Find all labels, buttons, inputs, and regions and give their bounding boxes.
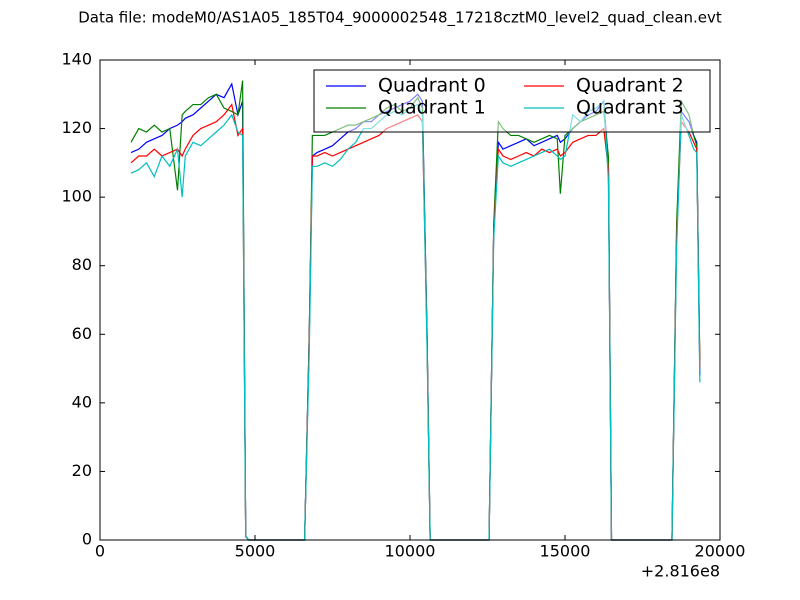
y-tick-label: 40 bbox=[72, 392, 92, 411]
y-tick-label: 80 bbox=[72, 255, 92, 274]
series-line bbox=[130, 103, 701, 541]
x-tick-label: 0 bbox=[95, 542, 105, 561]
legend-label: Quadrant 0 bbox=[378, 75, 486, 97]
legend-label: Quadrant 1 bbox=[378, 97, 486, 119]
y-tick-label: 140 bbox=[61, 50, 92, 69]
legend-box bbox=[313, 69, 711, 133]
y-tick-label: 60 bbox=[72, 324, 92, 343]
x-tick-label: 15000 bbox=[540, 542, 591, 561]
y-tick-label: 120 bbox=[61, 118, 92, 137]
legend-label: Quadrant 2 bbox=[576, 75, 684, 97]
chart-title: Data file: modeM0/AS1A05_185T04_90000025… bbox=[78, 9, 722, 28]
series-line bbox=[130, 82, 701, 541]
series-line bbox=[130, 99, 701, 541]
y-tick-label: 100 bbox=[61, 187, 92, 206]
x-offset-label: +2.816e8 bbox=[641, 562, 720, 581]
x-tick-label: 20000 bbox=[695, 542, 746, 561]
y-tick-label: 0 bbox=[82, 530, 92, 549]
x-tick-label: 5000 bbox=[235, 542, 276, 561]
series-line bbox=[130, 80, 701, 541]
plot-frame bbox=[99, 59, 721, 541]
x-tick-label: 10000 bbox=[385, 542, 436, 561]
legend-label: Quadrant 3 bbox=[576, 97, 684, 119]
y-tick-label: 20 bbox=[72, 461, 92, 480]
